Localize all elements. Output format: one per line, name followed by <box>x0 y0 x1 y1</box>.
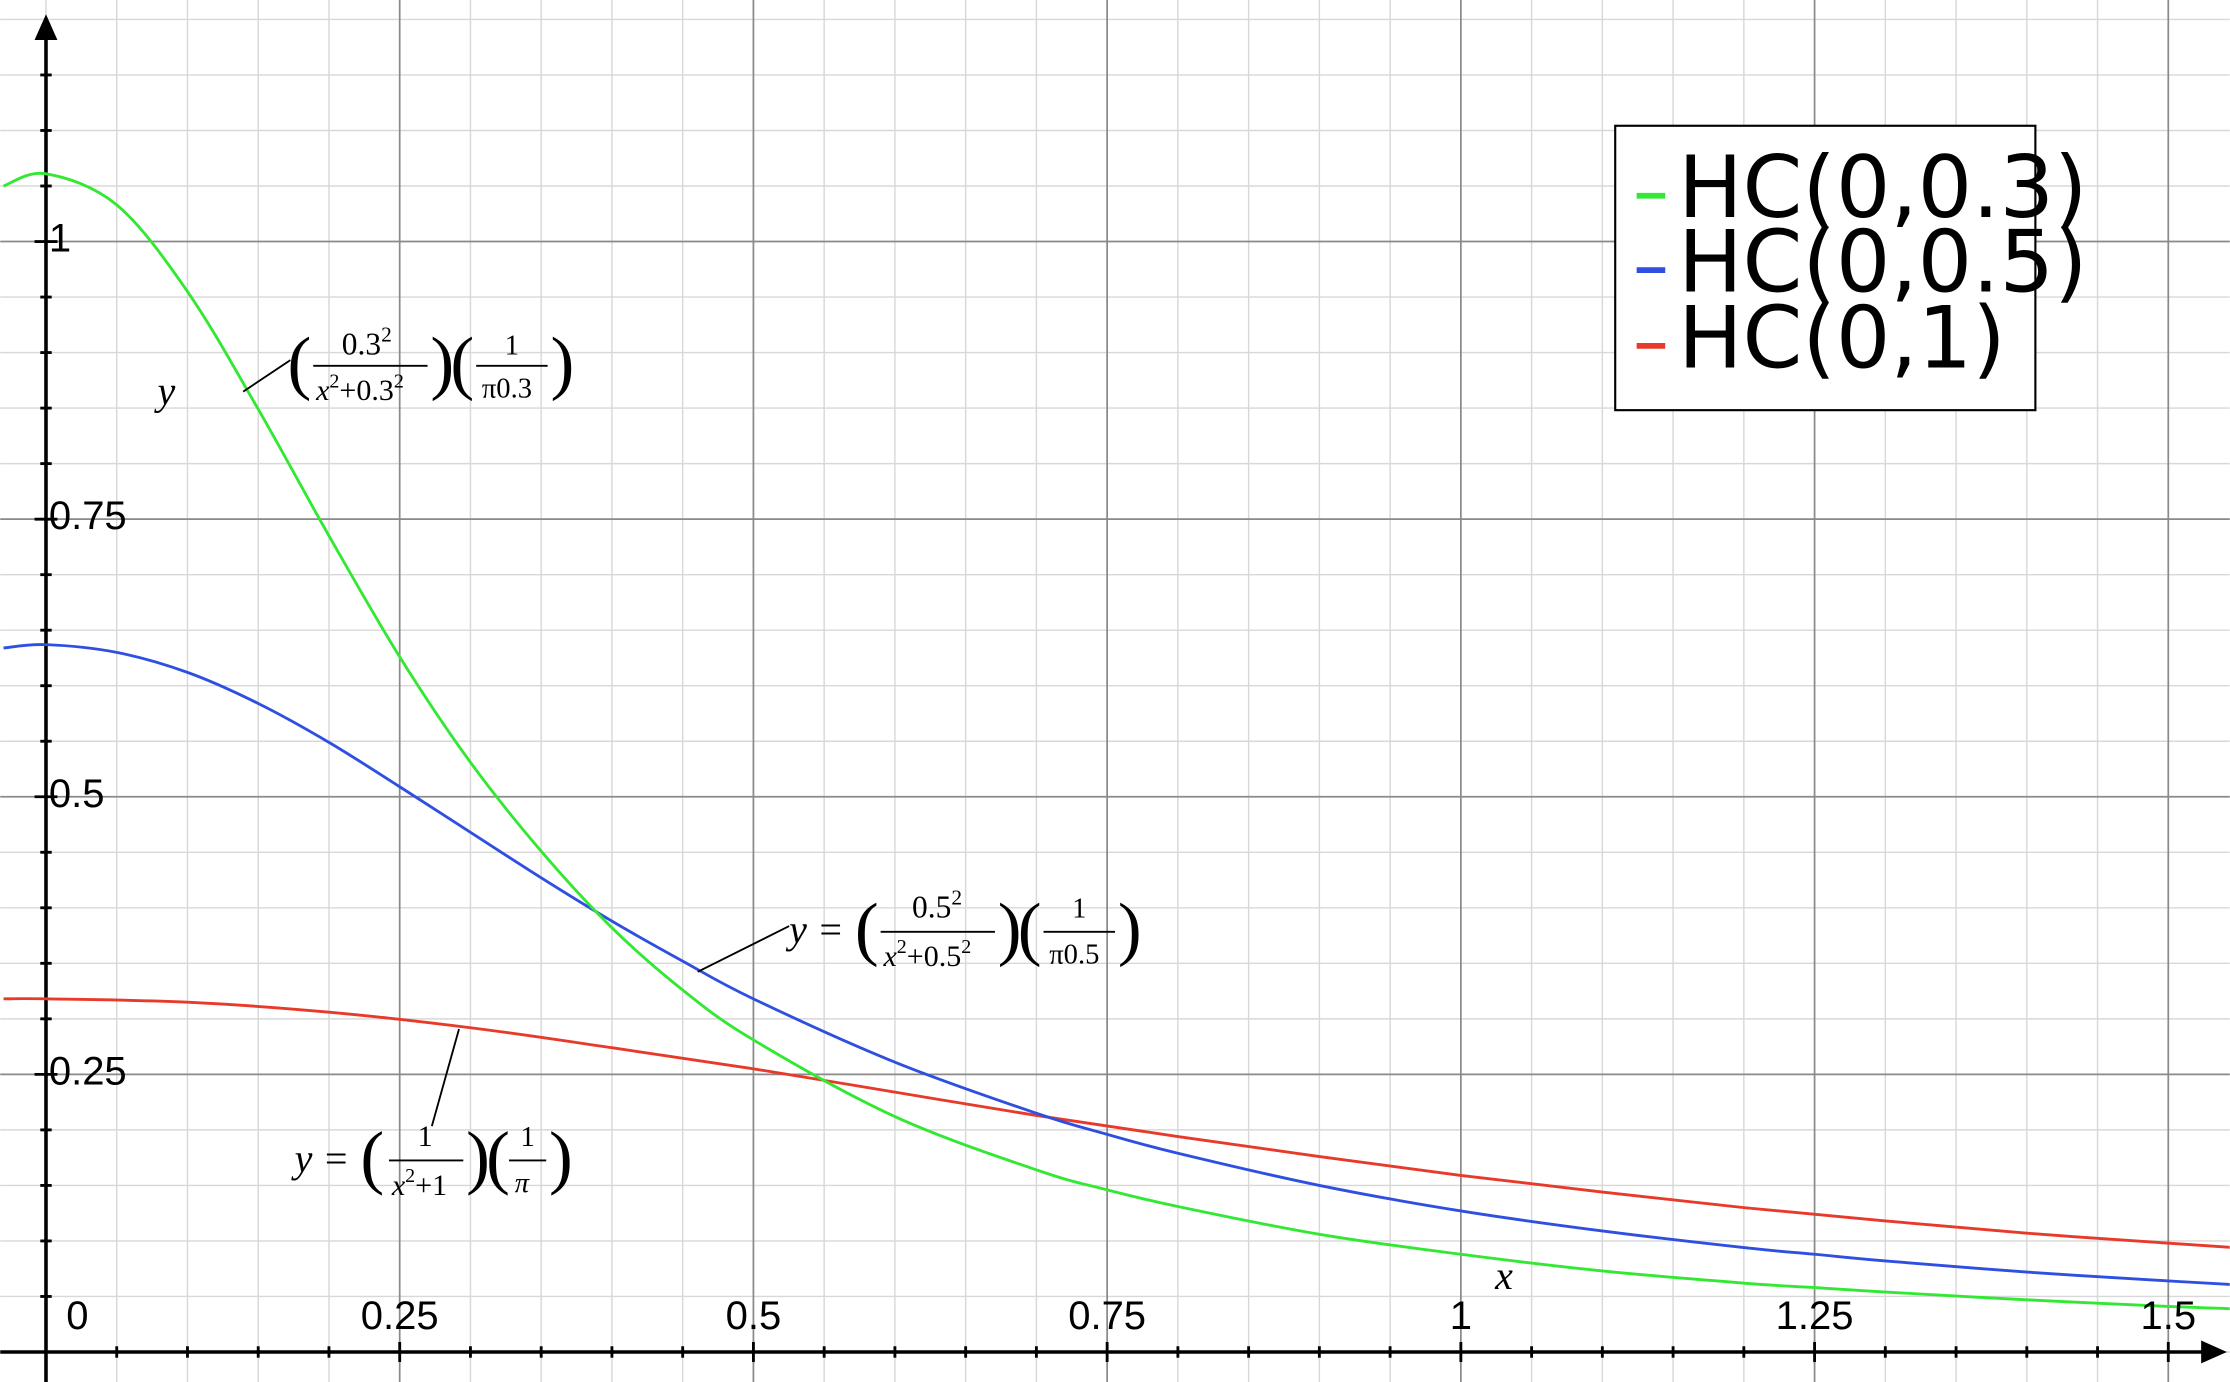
svg-text:x2+0.52: x2+0.52 <box>882 936 971 973</box>
svg-text:): ) <box>549 1117 573 1196</box>
svg-text:): ) <box>550 323 574 402</box>
svg-text:π0.3: π0.3 <box>482 373 532 404</box>
svg-text:0.32: 0.32 <box>342 323 392 362</box>
formula-hc-0.5: y = ( 0.52 x2+0.52 ) ( 1 π0.5 ) <box>785 886 1142 973</box>
svg-text:0.52: 0.52 <box>912 886 962 925</box>
svg-text:): ) <box>1118 889 1142 968</box>
svg-text:x2+0.32: x2+0.32 <box>315 370 404 407</box>
svg-text:1: 1 <box>505 330 519 361</box>
svg-text:π: π <box>515 1168 530 1199</box>
legend-item-hc-0.5: HC(0,0.5) <box>1636 213 2087 313</box>
svg-text:): ) <box>998 889 1022 968</box>
svg-text:x2+1: x2+1 <box>391 1165 447 1202</box>
svg-text:π0.5: π0.5 <box>1049 939 1099 970</box>
x-tick-label: 0 <box>66 1294 88 1338</box>
formula-annotations: ( 0.32 x2+0.32 ) ( 1 π0.3 ) y = ( 0.52 x… <box>242 323 1142 1202</box>
series-line-HC(0,0.5) <box>3 643 2230 1286</box>
x-axis-arrow <box>2201 1340 2227 1364</box>
formula-hc-0.3: ( 0.32 x2+0.32 ) ( 1 π0.3 ) <box>288 323 575 408</box>
legend-label: HC(0,1) <box>1678 288 2006 388</box>
formula-hc-1: y = ( 1 x2+1 ) ( 1 π ) <box>291 1117 573 1201</box>
legend-label: HC(0,0.5) <box>1678 213 2087 313</box>
series-curves <box>3 171 2230 1311</box>
legend-item-hc-0.3: HC(0,0.3) <box>1636 138 2087 238</box>
x-tick-label: 1 <box>1450 1294 1472 1338</box>
svg-text:1: 1 <box>418 1120 433 1153</box>
x-tick-label: 1.5 <box>2140 1294 2196 1338</box>
y-axis-arrow <box>34 14 58 41</box>
formula-leader-0.5 <box>697 925 790 973</box>
svg-text:y =: y = <box>291 1136 350 1181</box>
y-tick-label: 0.25 <box>49 1049 127 1093</box>
y-axis-label: y <box>153 368 175 413</box>
y-tick-label: 1 <box>49 217 71 261</box>
y-tick-label: 0.75 <box>49 494 127 538</box>
x-tick-label: 1.25 <box>1776 1294 1854 1338</box>
x-tick-label: 0.25 <box>361 1294 439 1338</box>
series-line-HC(0,0.3) <box>3 171 2230 1311</box>
svg-text:(: ( <box>288 323 312 402</box>
legend-box <box>1614 124 2037 412</box>
svg-text:(: ( <box>450 323 474 402</box>
series-line-HC(0,1) <box>3 997 2230 1249</box>
formula-leader-0.3 <box>242 359 291 393</box>
svg-text:(: ( <box>855 889 879 968</box>
x-tick-label: 0.5 <box>726 1294 782 1338</box>
y-tick-label: 0.5 <box>49 772 105 816</box>
legend: HC(0,0.3) HC(0,0.5) HC(0,1) <box>1614 124 2087 412</box>
formula-leader-1 <box>430 1028 460 1127</box>
svg-text:(: ( <box>486 1117 510 1196</box>
svg-text:1: 1 <box>1072 894 1086 925</box>
svg-text:1: 1 <box>520 1122 534 1153</box>
svg-text:y =: y = <box>785 907 844 952</box>
axes <box>0 14 2227 1382</box>
legend-item-hc-1: HC(0,1) <box>1636 288 2006 388</box>
svg-text:(: ( <box>1018 889 1042 968</box>
x-tick-label: 0.75 <box>1068 1294 1146 1338</box>
svg-text:): ) <box>466 1117 490 1196</box>
tick-labels: 0 0.25 0.5 0.75 1 1.25 1.5 0.25 0.5 0.75 1 <box>49 217 2196 1339</box>
svg-text:): ) <box>430 323 454 402</box>
svg-text:(: ( <box>360 1117 384 1196</box>
x-axis-label: x <box>1494 1253 1513 1298</box>
legend-label: HC(0,0.3) <box>1678 138 2087 238</box>
